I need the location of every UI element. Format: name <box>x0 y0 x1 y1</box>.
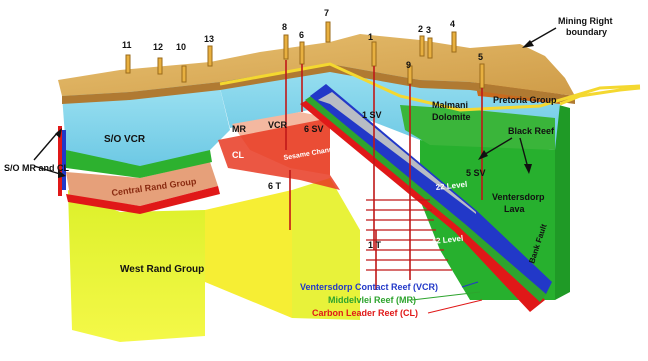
label-1-sv: 1 SV <box>362 110 382 120</box>
west-rand-cavity-wall <box>205 190 292 318</box>
reef-belt-blue <box>310 84 552 294</box>
so-mr-cl-arrowhead-2 <box>58 170 66 178</box>
tunnel-line <box>219 62 641 112</box>
shaft-label-13: 13 <box>204 34 214 44</box>
reef-belt-red <box>300 94 545 312</box>
so-mr-cl-arrowhead-1 <box>55 128 62 138</box>
label-malmani-1: Malmani <box>432 100 468 110</box>
shaft-label-12: 12 <box>153 42 163 52</box>
shaft-label-5: 5 <box>478 52 483 62</box>
legend-mr-leader <box>411 291 481 301</box>
legend-cl: Carbon Leader Reef (CL) <box>312 308 418 318</box>
reef-belt-grey <box>318 92 476 214</box>
shaft-label-9: 9 <box>406 60 411 70</box>
label-ventersdorp-2: Lava <box>504 204 526 214</box>
label-6-t: 6 T <box>268 181 282 191</box>
shaft-label-6: 6 <box>299 30 304 40</box>
black-reef-arrowhead-2 <box>524 164 532 174</box>
black-reef-arrow-1 <box>481 137 513 157</box>
callout-black-reef: Black Reef <box>508 126 555 136</box>
callout-so-mr-cl: S/O MR and CL <box>4 163 70 173</box>
callout-mining-right-1: Mining Right <box>558 16 612 26</box>
red-band-left <box>66 186 220 214</box>
legend-vcr-leader <box>461 281 479 288</box>
central-rand-band <box>66 162 218 206</box>
green-upper-right <box>400 105 555 150</box>
shaft-label-11: 11 <box>122 40 132 50</box>
label-42-level: 42 Level <box>431 234 463 246</box>
label-5-sv: 5 SV <box>466 168 486 178</box>
legend-mr: Middelvlei Reef (MR) <box>328 295 416 305</box>
red-reef-mid <box>218 118 340 190</box>
shaft-label-7: 7 <box>324 8 329 18</box>
vcr-left-blue <box>62 130 66 190</box>
cl-left-red <box>58 126 62 196</box>
shaft-label-10: 10 <box>176 42 186 52</box>
label-so-vcr: S/O VCR <box>104 134 146 145</box>
green-band-left <box>66 150 212 178</box>
label-mr: MR <box>232 124 246 134</box>
black-reef-arrow-2 <box>519 137 529 169</box>
west-rand-front-left <box>68 190 205 342</box>
shaft-label-8: 8 <box>282 22 287 32</box>
so-vcr-layer <box>62 80 230 168</box>
legend-vcr: Ventersdorp Contact Reef (VCR) <box>300 282 438 292</box>
label-west-rand: West Rand Group <box>120 264 204 275</box>
callout-mining-right-arrowhead <box>522 40 534 48</box>
callout-mining-right-arrow <box>527 27 557 45</box>
lava-side <box>555 104 570 300</box>
shaft-label-4: 4 <box>450 19 455 29</box>
label-1-t: 1 T <box>368 240 382 250</box>
reef-belt-green <box>305 90 548 302</box>
legend-cl-leader <box>427 299 483 314</box>
shaft-label-3: 3 <box>426 25 431 35</box>
so-mr-cl-arrow-1 <box>33 131 59 161</box>
shaft-label-2: 2 <box>418 24 423 34</box>
level-ladder <box>366 199 452 271</box>
label-cl: CL <box>232 150 244 160</box>
callout-mining-right-2: boundary <box>566 27 607 37</box>
label-pretoria: Pretoria Group <box>493 95 557 105</box>
black-reef-arrowhead-1 <box>478 150 488 160</box>
label-22-level: 22 Level <box>435 180 467 192</box>
west-rand-right-wall <box>292 178 360 320</box>
label-vcr: VCR <box>268 120 288 130</box>
legend: Ventersdorp Contact Reef (VCR) Middelvle… <box>300 281 483 318</box>
label-ventersdorp-1: Ventersdorp <box>492 192 545 202</box>
label-6-sv: 6 SV <box>304 124 324 134</box>
mining-right-line <box>559 86 641 106</box>
shaft-label-1: 1 <box>368 32 373 42</box>
shaft-posts <box>125 21 485 89</box>
label-malmani-2: Dolomite <box>432 112 471 122</box>
so-mr-cl-arrow-2 <box>33 165 61 175</box>
surface-edge <box>62 64 575 104</box>
